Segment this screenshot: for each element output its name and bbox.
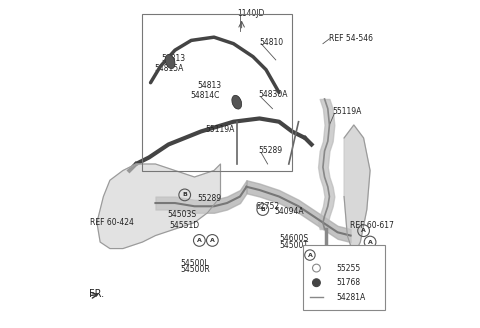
- Text: 54503S: 54503S: [168, 210, 197, 219]
- Text: 55255: 55255: [336, 264, 360, 273]
- Text: 54600S: 54600S: [279, 234, 308, 243]
- Ellipse shape: [166, 55, 174, 68]
- Text: 51768: 51768: [336, 278, 360, 287]
- Text: 54813: 54813: [161, 54, 185, 63]
- Text: REF 54-546: REF 54-546: [329, 34, 373, 43]
- Text: 54094A: 54094A: [274, 207, 304, 215]
- Text: 62752: 62752: [256, 202, 280, 211]
- Text: A: A: [197, 238, 202, 243]
- Text: A: A: [308, 253, 312, 257]
- Ellipse shape: [165, 54, 175, 69]
- Bar: [143, 14, 292, 171]
- Text: REF 60-617: REF 60-617: [350, 221, 394, 230]
- Text: 55119A: 55119A: [333, 108, 362, 116]
- Circle shape: [312, 279, 320, 287]
- Text: B: B: [260, 207, 265, 212]
- Text: 55289: 55289: [258, 147, 282, 155]
- Ellipse shape: [232, 95, 241, 109]
- Text: A: A: [210, 238, 215, 243]
- Polygon shape: [344, 125, 370, 255]
- Text: 54830A: 54830A: [258, 90, 288, 99]
- Text: 1140JD: 1140JD: [237, 9, 264, 18]
- Text: A: A: [368, 239, 372, 245]
- Text: REF 60-424: REF 60-424: [90, 218, 134, 227]
- Text: A: A: [361, 228, 366, 233]
- Text: 54810: 54810: [260, 37, 284, 47]
- Text: 54814C: 54814C: [191, 91, 220, 100]
- Text: B: B: [182, 193, 187, 197]
- Text: FR.: FR.: [89, 289, 104, 299]
- Text: 54813: 54813: [198, 81, 222, 91]
- Text: 54500R: 54500R: [180, 265, 210, 274]
- Text: 55289: 55289: [198, 194, 222, 203]
- Polygon shape: [97, 164, 220, 249]
- Text: 54281A: 54281A: [336, 293, 365, 302]
- Text: 54500T: 54500T: [279, 241, 308, 250]
- Bar: [303, 245, 385, 310]
- Text: 54500L: 54500L: [180, 259, 209, 268]
- Text: 54815A: 54815A: [155, 64, 184, 72]
- Text: 54551D: 54551D: [169, 221, 199, 230]
- Text: 55119A: 55119A: [205, 125, 234, 134]
- Ellipse shape: [232, 96, 241, 109]
